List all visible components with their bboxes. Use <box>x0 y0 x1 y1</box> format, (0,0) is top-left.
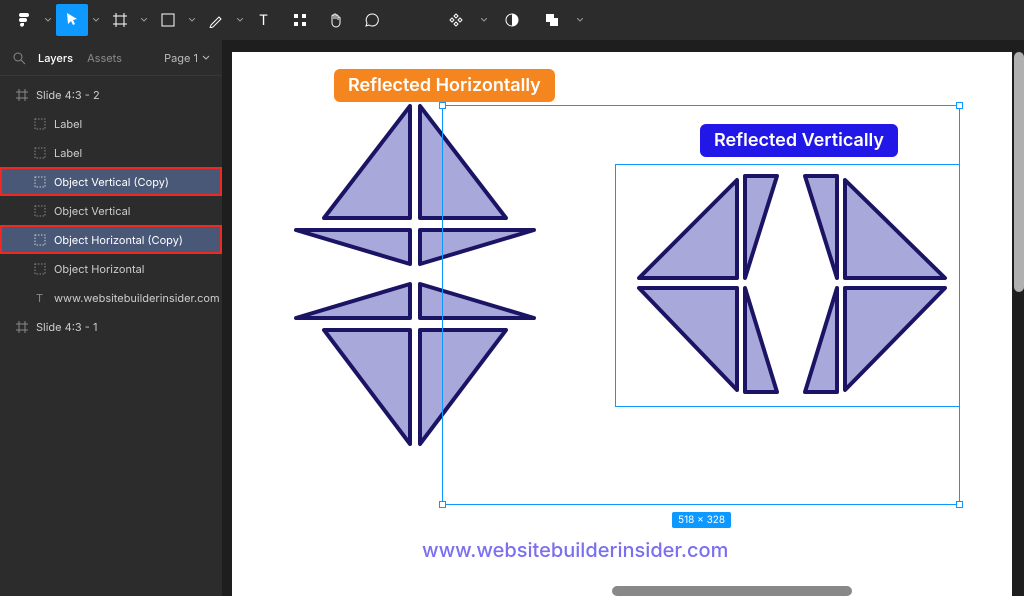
page-label: Page 1 <box>164 51 198 65</box>
object-horizontal-group[interactable] <box>292 102 538 448</box>
components-button[interactable] <box>440 4 472 36</box>
figma-logo-button[interactable] <box>8 4 40 36</box>
move-tool-button[interactable] <box>56 4 88 36</box>
layer-label: Object Horizontal <box>54 262 144 276</box>
layer-label: www.websitebuilderinsider.com <box>54 291 220 305</box>
main-area: Layers Assets Page 1 Slide 4:3 - 2 Label L… <box>0 40 1024 596</box>
layer-item[interactable]: Object Vertical (Copy) <box>0 167 222 196</box>
group-icon <box>34 234 46 246</box>
hand-tool-button[interactable] <box>320 4 352 36</box>
layer-item[interactable]: Twww.websitebuilderinsider.com <box>0 283 222 312</box>
slide-frame[interactable]: Reflected Horizontally Reflected Vertica… <box>232 52 1012 596</box>
object-vertical-group[interactable] <box>627 168 957 400</box>
layer-label: Slide 4:3 - 2 <box>36 88 100 102</box>
frame-tool-button[interactable] <box>104 4 136 36</box>
group-icon <box>34 205 46 217</box>
url-text: www.websitebuilderinsider.com <box>422 538 728 562</box>
group-icon <box>34 147 46 159</box>
group-icon <box>34 176 46 188</box>
layer-item[interactable]: Label <box>0 138 222 167</box>
sidebar-header: Layers Assets Page 1 <box>0 40 222 76</box>
chevron-down-icon[interactable] <box>44 18 52 22</box>
selection-handle[interactable] <box>956 102 963 109</box>
layer-label: Object Horizontal (Copy) <box>54 233 183 247</box>
resources-button[interactable] <box>284 4 316 36</box>
layer-item[interactable]: Slide 4:3 - 2 <box>0 80 222 109</box>
selection-dimensions-badge: 518 × 328 <box>672 512 731 528</box>
layer-label: Object Vertical <box>54 204 130 218</box>
layer-item[interactable]: Slide 4:3 - 1 <box>0 312 222 341</box>
chevron-down-icon[interactable] <box>140 18 148 22</box>
layer-item[interactable]: Object Horizontal (Copy) <box>0 225 222 254</box>
chevron-down-icon[interactable] <box>92 18 100 22</box>
left-sidebar: Layers Assets Page 1 Slide 4:3 - 2 Label L… <box>0 40 222 596</box>
chevron-down-icon <box>202 55 210 60</box>
chevron-down-icon[interactable] <box>480 4 488 36</box>
svg-text:T: T <box>259 12 268 28</box>
label-reflected-horizontally[interactable]: Reflected Horizontally <box>334 69 555 102</box>
shape-tool-button[interactable] <box>152 4 184 36</box>
page-selector[interactable]: Page 1 <box>164 51 210 65</box>
boolean-button[interactable] <box>536 4 568 36</box>
comment-tool-button[interactable] <box>356 4 388 36</box>
layer-label: Label <box>54 146 82 160</box>
group-icon <box>34 118 46 130</box>
search-icon[interactable] <box>12 51 26 65</box>
assets-tab[interactable]: Assets <box>87 51 122 65</box>
top-toolbar: T <box>0 0 1024 40</box>
mask-button[interactable] <box>496 4 528 36</box>
chevron-down-icon[interactable] <box>576 4 584 36</box>
layer-label: Slide 4:3 - 1 <box>36 320 97 334</box>
text-tool-button[interactable]: T <box>248 4 280 36</box>
selection-handle[interactable] <box>439 501 446 508</box>
group-icon <box>34 263 46 275</box>
chevron-down-icon[interactable] <box>188 18 196 22</box>
frame-icon <box>16 89 28 101</box>
layer-item[interactable]: Object Vertical <box>0 196 222 225</box>
label-reflected-vertically[interactable]: Reflected Vertically <box>700 124 898 157</box>
layer-label: Label <box>54 117 82 131</box>
toolbar-center <box>440 4 584 36</box>
layer-item[interactable]: Object Horizontal <box>0 254 222 283</box>
pen-tool-button[interactable] <box>200 4 232 36</box>
text-icon: T <box>34 292 46 304</box>
layer-label: Object Vertical (Copy) <box>54 175 169 189</box>
vertical-scrollbar[interactable] <box>1014 52 1024 292</box>
svg-text:T: T <box>36 292 43 304</box>
frame-icon <box>16 321 28 333</box>
chevron-down-icon[interactable] <box>236 18 244 22</box>
canvas[interactable]: Reflected Horizontally Reflected Vertica… <box>222 40 1024 596</box>
layers-panel: Slide 4:3 - 2 Label Label Object Vertical (… <box>0 76 222 596</box>
layers-tab[interactable]: Layers <box>38 51 73 65</box>
horizontal-scrollbar[interactable] <box>612 586 852 596</box>
layer-item[interactable]: Label <box>0 109 222 138</box>
selection-handle[interactable] <box>956 501 963 508</box>
